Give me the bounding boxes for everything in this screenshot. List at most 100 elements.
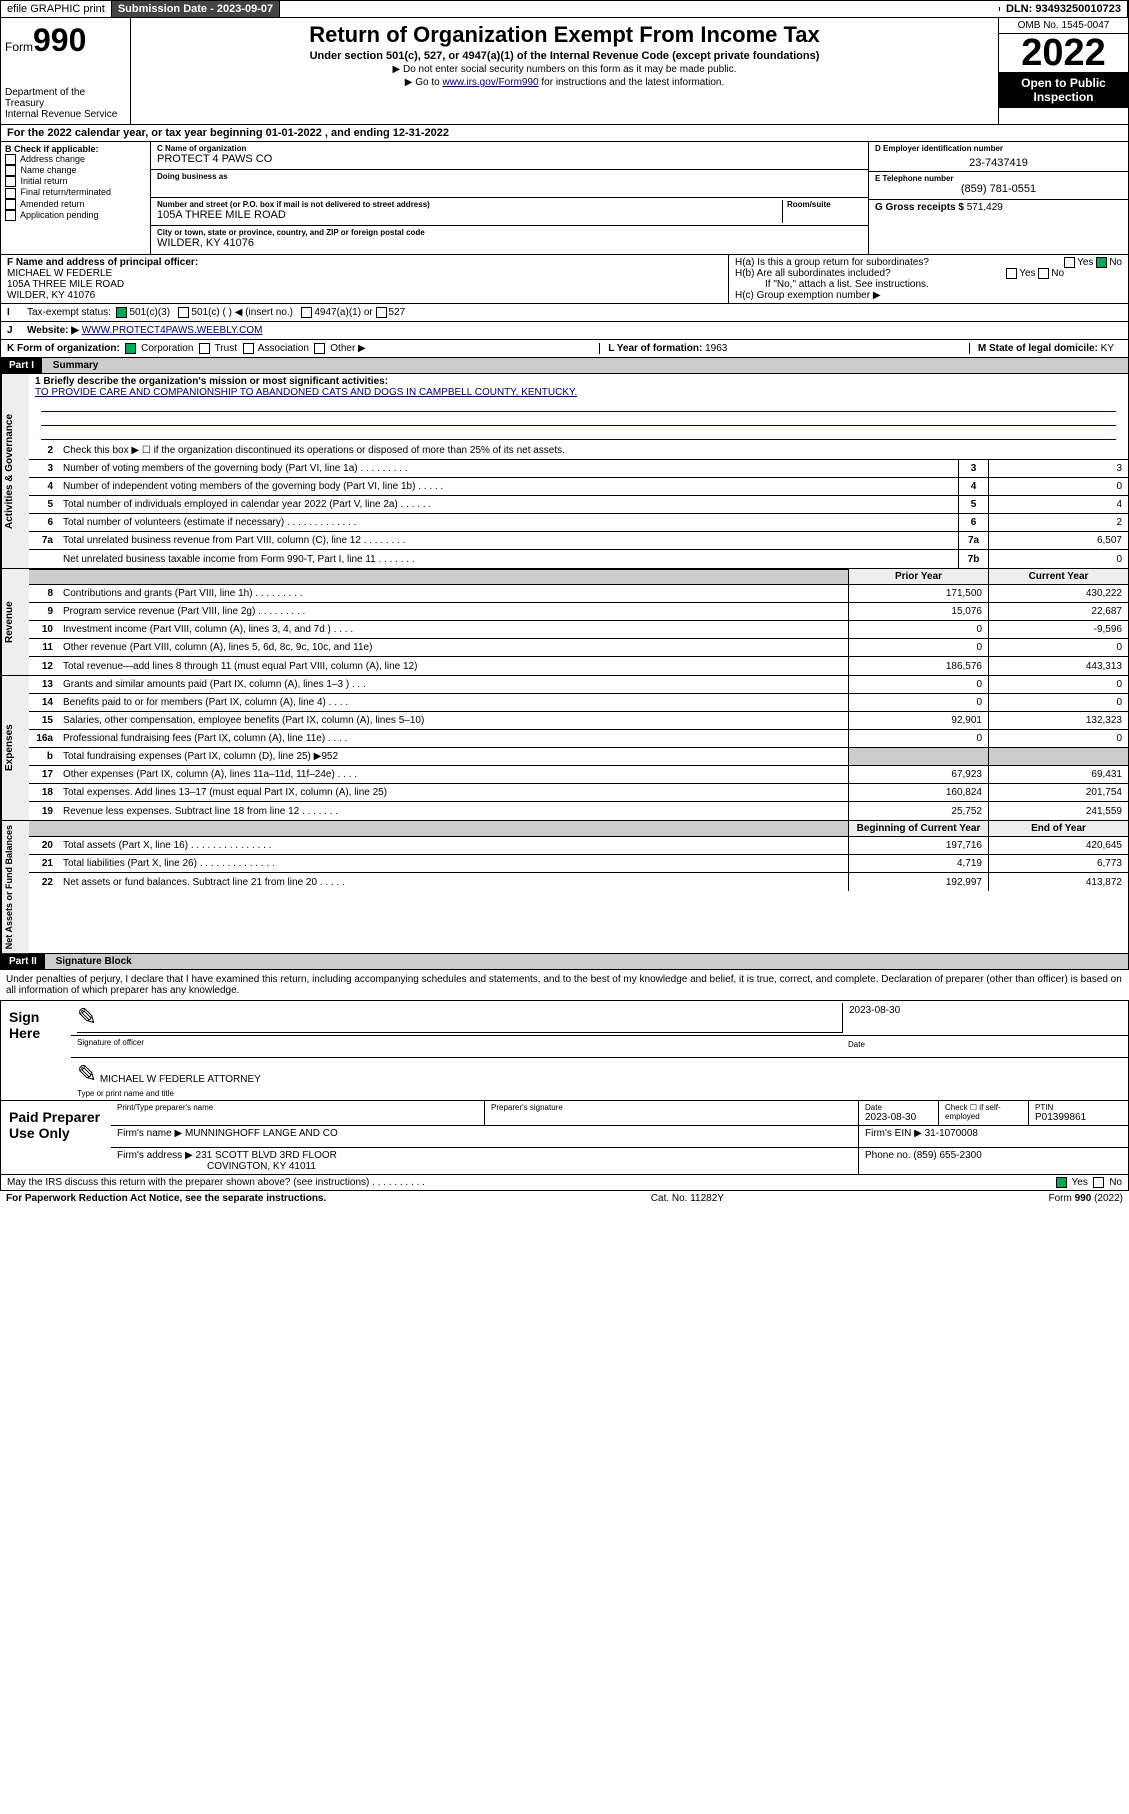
discuss-yes-checkbox[interactable] [1056, 1177, 1067, 1188]
spacer [280, 7, 1000, 11]
summary-line: 17Other expenses (Part IX, column (A), l… [29, 766, 1128, 784]
vtab-governance: Activities & Governance [1, 374, 29, 568]
note-link: ▶ Go to www.irs.gov/Form990 for instruct… [135, 77, 994, 88]
line-klm: K Form of organization: Corporation Trus… [0, 340, 1129, 358]
summary-line: 20Total assets (Part X, line 16) . . . .… [29, 837, 1128, 855]
dln: DLN: 93493250010723 [1000, 1, 1128, 17]
state-domicile: KY [1101, 343, 1114, 354]
summary-line: 6Total number of volunteers (estimate if… [29, 514, 1128, 532]
tax-year: 2022 [999, 34, 1128, 72]
corp-checkbox[interactable] [125, 343, 136, 354]
ha-yes-checkbox[interactable] [1064, 257, 1075, 268]
firm-name: MUNNINGHOFF LANGE AND CO [185, 1128, 338, 1139]
note-ssn: ▶ Do not enter social security numbers o… [135, 64, 994, 75]
line-j: J Website: ▶ WWW.PROTECT4PAWS.WEEBLY.COM [0, 322, 1129, 340]
rev-col-header: Prior Year Current Year [29, 569, 1128, 585]
header-mid: Return of Organization Exempt From Incom… [131, 18, 998, 124]
summary-line: 4Number of independent voting members of… [29, 478, 1128, 496]
net-col-header: Beginning of Current Year End of Year [29, 821, 1128, 837]
website-link[interactable]: WWW.PROTECT4PAWS.WEEBLY.COM [82, 325, 263, 336]
assoc-checkbox[interactable] [243, 343, 254, 354]
section-bcde: B Check if applicable: Address change Na… [0, 142, 1129, 255]
phone: (859) 781-0551 [875, 183, 1122, 195]
summary-line: 10Investment income (Part VIII, column (… [29, 621, 1128, 639]
box-de: D Employer identification number 23-7437… [868, 142, 1128, 254]
4947-checkbox[interactable] [301, 307, 312, 318]
hb-no-checkbox[interactable] [1038, 268, 1049, 279]
open-public: Open to Public Inspection [999, 72, 1128, 108]
part1-header: Part I Summary [0, 358, 1129, 374]
box-b: B Check if applicable: Address change Na… [1, 142, 151, 254]
net-assets-section: Net Assets or Fund Balances Beginning of… [0, 821, 1129, 954]
box-c: C Name of organization PROTECT 4 PAWS CO… [151, 142, 868, 254]
year-formation: 1963 [705, 343, 727, 354]
org-name: PROTECT 4 PAWS CO [157, 153, 862, 165]
501c3-checkbox[interactable] [116, 307, 127, 318]
firm-phone: (859) 655-2300 [913, 1150, 981, 1161]
revenue-section: Revenue Prior Year Current Year 8Contrib… [0, 569, 1129, 676]
summary-line: 21Total liabilities (Part X, line 26) . … [29, 855, 1128, 873]
527-checkbox[interactable] [376, 307, 387, 318]
summary-line: 9Program service revenue (Part VIII, lin… [29, 603, 1128, 621]
summary-line: 18Total expenses. Add lines 13–17 (must … [29, 784, 1128, 802]
box-h: H(a) Is this a group return for subordin… [728, 255, 1128, 303]
vtab-expenses: Expenses [1, 676, 29, 820]
line-a: For the 2022 calendar year, or tax year … [0, 125, 1129, 142]
expenses-section: Expenses 13Grants and similar amounts pa… [0, 676, 1129, 821]
part2-header: Part II Signature Block [0, 954, 1129, 970]
summary-line: Net unrelated business taxable income fr… [29, 550, 1128, 568]
boxb-item: Address change [5, 154, 146, 165]
discuss-row: May the IRS discuss this return with the… [0, 1175, 1129, 1191]
officer-printed-name: MICHAEL W FEDERLE ATTORNEY [100, 1074, 261, 1085]
summary-line: 7aTotal unrelated business revenue from … [29, 532, 1128, 550]
summary-line: 12Total revenue—add lines 8 through 11 (… [29, 657, 1128, 675]
paid-prep-label: Paid Preparer Use Only [1, 1101, 111, 1174]
city-state-zip: WILDER, KY 41076 [157, 237, 862, 249]
sig-date: 2023-08-30 [849, 1005, 1116, 1016]
dept-treasury: Department of the Treasury [5, 87, 126, 109]
trust-checkbox[interactable] [199, 343, 210, 354]
officer-name: MICHAEL W FEDERLE [7, 268, 722, 279]
summary-line: 22Net assets or fund balances. Subtract … [29, 873, 1128, 891]
submission-date: Submission Date - 2023-09-07 [112, 1, 280, 17]
hb-yes-checkbox[interactable] [1006, 268, 1017, 279]
mission-text: TO PROVIDE CARE AND COMPANIONSHIP TO ABA… [35, 387, 1122, 398]
line-i: I Tax-exempt status: 501(c)(3) 501(c) ( … [0, 304, 1129, 322]
paid-preparer-block: Paid Preparer Use Only Print/Type prepar… [0, 1101, 1129, 1175]
summary-line: 8Contributions and grants (Part VIII, li… [29, 585, 1128, 603]
efile-label: efile GRAPHIC print [1, 1, 112, 17]
summary-line: 16aProfessional fundraising fees (Part I… [29, 730, 1128, 748]
header-left: Form990 Department of the Treasury Inter… [1, 18, 131, 124]
boxb-item: Application pending [5, 210, 146, 221]
sign-here-label: Sign Here [1, 1001, 71, 1100]
page-footer: For Paperwork Reduction Act Notice, see … [0, 1191, 1129, 1206]
summary-line: 11Other revenue (Part VIII, column (A), … [29, 639, 1128, 657]
summary-line: bTotal fundraising expenses (Part IX, co… [29, 748, 1128, 766]
sign-here-block: Sign Here ✎ 2023-08-30 Signature of offi… [0, 1000, 1129, 1101]
boxb-item: Name change [5, 165, 146, 176]
summary-line: 2Check this box ▶ ☐ if the organization … [29, 442, 1128, 460]
irs-link[interactable]: www.irs.gov/Form990 [442, 77, 538, 88]
street-address: 105A THREE MILE ROAD [157, 209, 782, 221]
activities-governance: Activities & Governance 1 Briefly descri… [0, 374, 1129, 569]
form-header: Form990 Department of the Treasury Inter… [0, 18, 1129, 125]
other-checkbox[interactable] [314, 343, 325, 354]
summary-line: 3Number of voting members of the governi… [29, 460, 1128, 478]
header-right: OMB No. 1545-0047 2022 Open to Public In… [998, 18, 1128, 124]
mission-block: 1 Briefly describe the organization's mi… [29, 374, 1128, 442]
form-title: Return of Organization Exempt From Incom… [135, 22, 994, 48]
topbar: efile GRAPHIC print Submission Date - 20… [0, 0, 1129, 18]
ha-no-checkbox[interactable] [1096, 257, 1107, 268]
irs-label: Internal Revenue Service [5, 109, 126, 120]
form-subtitle: Under section 501(c), 527, or 4947(a)(1)… [135, 50, 994, 62]
boxb-item: Initial return [5, 176, 146, 187]
discuss-no-checkbox[interactable] [1093, 1177, 1104, 1188]
vtab-revenue: Revenue [1, 569, 29, 675]
sig-intro: Under penalties of perjury, I declare th… [0, 970, 1129, 1000]
summary-line: 13Grants and similar amounts paid (Part … [29, 676, 1128, 694]
summary-line: 19Revenue less expenses. Subtract line 1… [29, 802, 1128, 820]
gross-receipts: 571,429 [967, 202, 1003, 213]
summary-line: 5Total number of individuals employed in… [29, 496, 1128, 514]
section-fh: F Name and address of principal officer:… [0, 255, 1129, 304]
501c-checkbox[interactable] [178, 307, 189, 318]
